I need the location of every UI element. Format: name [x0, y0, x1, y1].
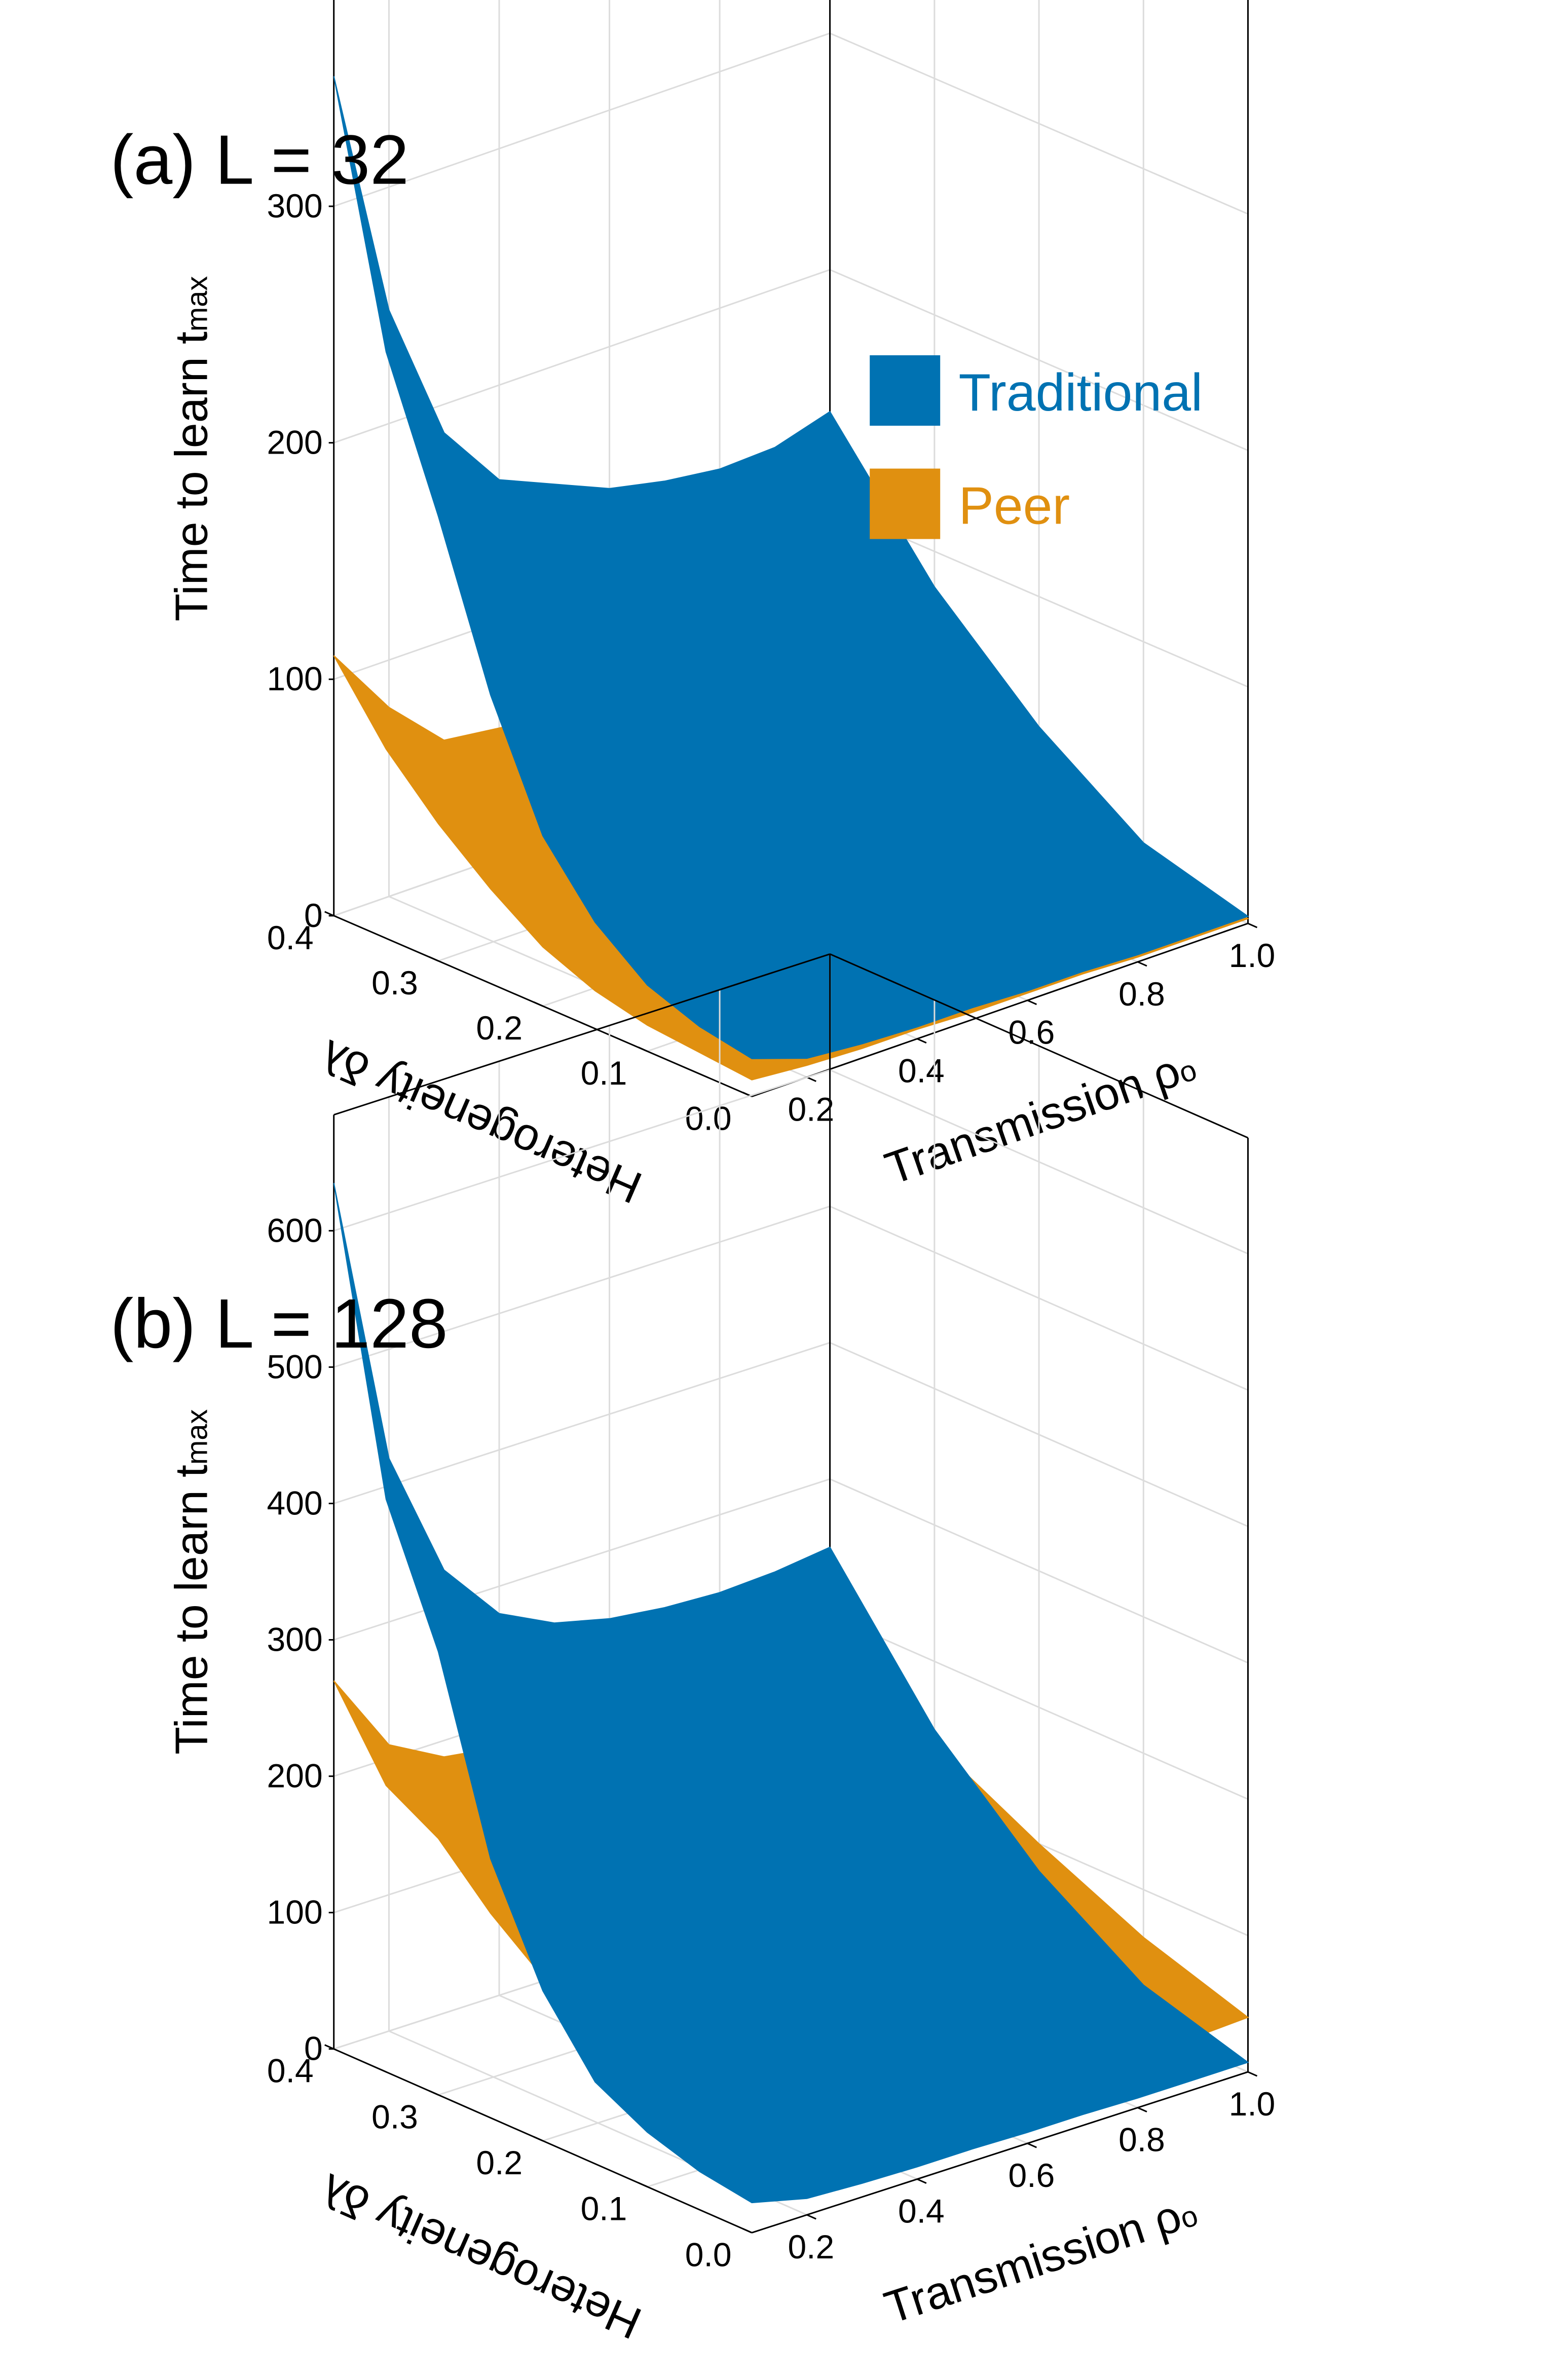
y-tick-mark — [1137, 961, 1147, 967]
x-tick-mark — [324, 2044, 334, 2050]
y-tick-label: 0.4 — [898, 2193, 945, 2230]
z-tick-label: 100 — [267, 660, 323, 697]
x-tick-label: 0.1 — [581, 1054, 627, 1092]
z-tick-label: 0 — [304, 2030, 323, 2067]
x-tick-label: 0.3 — [371, 2098, 418, 2135]
x-tick-label: 0.4 — [267, 919, 314, 956]
y-tick-label: 0.8 — [1118, 2121, 1165, 2159]
y-tick-mark — [806, 2214, 816, 2220]
y-tick-mark — [1247, 2071, 1258, 2077]
panel-a: 0 100 200 300 0.0 0.1 0.2 0.3 0.4 0.2 0.4 0.6 0.8 1.0… — [110, 0, 1276, 1213]
z-tick-label: 400 — [267, 1484, 323, 1521]
y-tick-label: 0.6 — [1009, 2157, 1055, 2194]
y-tick-mark — [1247, 922, 1258, 928]
x-tick-mark — [638, 1046, 648, 1052]
legend-label-peer: Peer — [958, 476, 1070, 535]
x-tick-mark — [742, 2227, 753, 2234]
y-tick-label: 0.2 — [788, 2228, 834, 2265]
z-axis-label: Time to learn tmax — [167, 1409, 217, 1754]
x-tick-mark — [429, 2090, 439, 2096]
y-tick-mark — [917, 1038, 927, 1044]
surface-traditional — [333, 1183, 1249, 2204]
z-tick-label: 300 — [267, 187, 323, 225]
x-tick-mark — [533, 1001, 543, 1007]
x-tick-mark — [324, 911, 334, 917]
x-tick-mark — [533, 2136, 543, 2142]
x-tick-mark — [638, 2182, 648, 2188]
legend: Traditional Peer — [870, 355, 1203, 539]
x-tick-label: 0.1 — [581, 2190, 627, 2227]
z-tick-label: 0 — [304, 897, 323, 934]
y-tick-label: 0.2 — [788, 1090, 834, 1128]
y-tick-label: 0.6 — [1009, 1014, 1055, 1051]
x-tick-label: 0.0 — [685, 2236, 732, 2273]
z-tick-label: 200 — [267, 1757, 323, 1795]
axis-frame — [333, 953, 1249, 2234]
z-tick-label: 100 — [267, 1893, 323, 1931]
y-tick-label: 0.8 — [1118, 975, 1165, 1013]
y-tick-label: 0.4 — [898, 1052, 945, 1090]
y-tick-mark — [917, 2178, 927, 2184]
x-tick-label: 0.2 — [476, 1009, 522, 1047]
legend-swatch-peer — [870, 468, 941, 539]
panel-title: (a) L = 32 — [110, 121, 409, 199]
x-tick-label: 0.4 — [267, 2052, 314, 2090]
z-tick-label: 600 — [267, 1211, 323, 1249]
y-tick-label: 1.0 — [1229, 937, 1276, 974]
y-tick-mark — [806, 1076, 816, 1082]
x-tick-label: 0.3 — [371, 964, 418, 1001]
x-tick-mark — [429, 956, 439, 962]
y-tick-mark — [1137, 2107, 1147, 2112]
legend-swatch-traditional — [870, 355, 941, 426]
z-axis-label: Time to learn tmax — [167, 276, 217, 621]
y-tick-mark — [1027, 2142, 1037, 2148]
surface-traditional — [333, 76, 1249, 1059]
z-tick-label: 500 — [267, 1348, 323, 1385]
y-tick-mark — [1027, 999, 1037, 1006]
z-tick-label: 300 — [267, 1621, 323, 1658]
panel-title: (b) L = 128 — [110, 1285, 448, 1363]
y-tick-label: 1.0 — [1229, 2085, 1276, 2123]
z-tick-label: 200 — [267, 424, 323, 461]
x-tick-label: 0.0 — [685, 1099, 732, 1137]
legend-label-traditional: Traditional — [958, 363, 1203, 422]
x-tick-label: 0.2 — [476, 2144, 522, 2181]
panel-b: 0 100 200 300 400 500 600 0.0 0.1 0.2 0.3 0.4 0.2 0.4… — [110, 953, 1276, 2349]
